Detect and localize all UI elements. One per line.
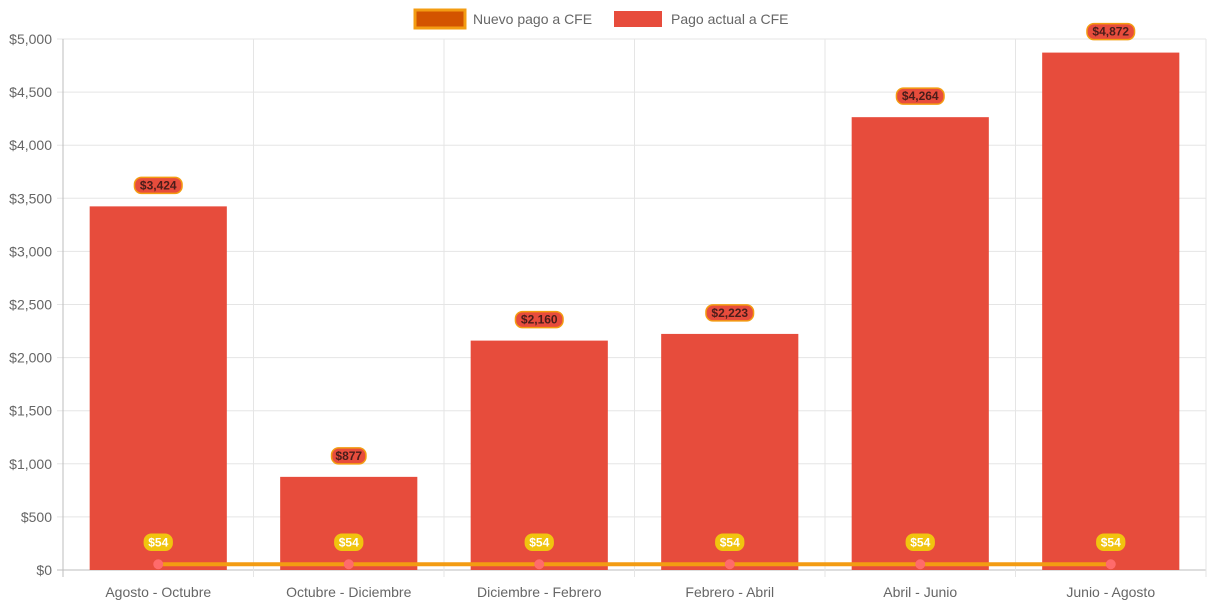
line-value-label: $54 <box>1096 533 1126 552</box>
y-tick-label: $2,000 <box>9 350 52 366</box>
bar-value-label-text: $4,872 <box>1092 25 1129 39</box>
x-tick-label: Diciembre - Febrero <box>477 584 602 600</box>
line-value-label-bg <box>524 533 554 552</box>
legend-item-nuevo[interactable]: Nuevo pago a CFE <box>413 8 592 30</box>
x-tick-label: Febrero - Abril <box>685 584 774 600</box>
bar[interactable] <box>1042 52 1180 570</box>
bar-value-label-text: $4,264 <box>902 89 939 103</box>
line-value-label-bg <box>143 533 173 552</box>
bar-value-label: $2,223 <box>705 304 755 322</box>
line-value-label: $54 <box>334 533 364 552</box>
line-value-label-text: $54 <box>1101 535 1121 549</box>
y-tick-label: $500 <box>21 509 52 525</box>
legend: Nuevo pago a CFE Pago actual a CFE <box>413 8 789 30</box>
bar[interactable] <box>851 117 989 570</box>
line-point[interactable] <box>724 559 735 570</box>
legend-label-nuevo: Nuevo pago a CFE <box>473 11 592 27</box>
line-value-label-text: $54 <box>720 535 740 549</box>
legend-label-pago-actual: Pago actual a CFE <box>671 11 789 27</box>
line-value-label-bg <box>715 533 745 552</box>
x-tick-label: Agosto - Octubre <box>105 584 211 600</box>
bar[interactable] <box>470 340 608 570</box>
legend-item-pago-actual[interactable]: Pago actual a CFE <box>614 11 789 27</box>
grid <box>57 38 1207 577</box>
x-tick-label: Junio - Agosto <box>1066 584 1155 600</box>
bar-value-label: $3,424 <box>133 176 183 195</box>
bar-value-label: $4,264 <box>895 87 945 105</box>
axes: $0 $500 $1,000 $1,500 $2,000 $2,500 $3,000 $3,5… <box>9 31 1155 600</box>
line-value-label-bg <box>905 533 935 552</box>
bar-value-label-bg <box>330 447 367 465</box>
x-tick-label: Octubre - Diciembre <box>286 584 411 600</box>
bar-value-label-bg <box>895 87 945 105</box>
bar-value-label-bg <box>705 304 755 322</box>
line-value-label-bg <box>334 533 364 552</box>
bar-value-label-text: $3,424 <box>140 178 177 192</box>
y-tick-label: $4,500 <box>9 84 52 100</box>
line-point[interactable] <box>534 559 545 570</box>
line-value-label-text: $54 <box>339 535 359 549</box>
line-point[interactable] <box>343 559 354 570</box>
legend-swatch-pago-actual <box>614 11 662 27</box>
bar-value-label-bg <box>133 176 183 195</box>
line-point[interactable] <box>1105 559 1116 570</box>
bar-value-label-text: $2,160 <box>521 313 558 327</box>
legend-swatch-nuevo <box>413 8 467 30</box>
line-value-label: $54 <box>143 533 173 552</box>
bar-value-label-text: $877 <box>335 449 362 463</box>
line-value-label: $54 <box>905 533 935 552</box>
bar[interactable] <box>89 206 227 570</box>
line-series <box>153 559 1116 570</box>
bar-value-label: $4,872 <box>1086 22 1136 41</box>
line-value-label: $54 <box>524 533 554 552</box>
line-value-label-text: $54 <box>529 535 549 549</box>
bar[interactable] <box>280 476 418 570</box>
y-tick-label: $1,500 <box>9 403 52 419</box>
line-value-label-bg <box>1096 533 1126 552</box>
line-value-label: $54 <box>715 533 745 552</box>
line-point[interactable] <box>153 559 164 570</box>
data-labels: $3,424 $877 $2,160 $2,223 $4,264 $4,872 $54 $54… <box>133 22 1136 552</box>
bar-value-label-bg <box>1086 22 1136 41</box>
y-tick-label: $4,000 <box>9 137 52 153</box>
bar[interactable] <box>661 333 799 570</box>
y-tick-label: $3,000 <box>9 243 52 259</box>
line-point[interactable] <box>915 559 926 570</box>
bar-series <box>89 52 1180 570</box>
line-value-label-text: $54 <box>910 535 930 549</box>
y-tick-label: $1,000 <box>9 456 52 472</box>
bar-value-label-text: $2,223 <box>711 306 748 320</box>
bar-value-label: $877 <box>330 447 367 465</box>
y-tick-label: $3,500 <box>9 190 52 206</box>
y-tick-label: $2,500 <box>9 297 52 313</box>
y-tick-label: $5,000 <box>9 31 52 47</box>
bar-value-label: $2,160 <box>514 310 564 329</box>
y-tick-label: $0 <box>36 562 52 578</box>
bar-value-label-bg <box>514 310 564 329</box>
x-tick-label: Abril - Junio <box>883 584 957 600</box>
line-value-label-text: $54 <box>148 535 168 549</box>
